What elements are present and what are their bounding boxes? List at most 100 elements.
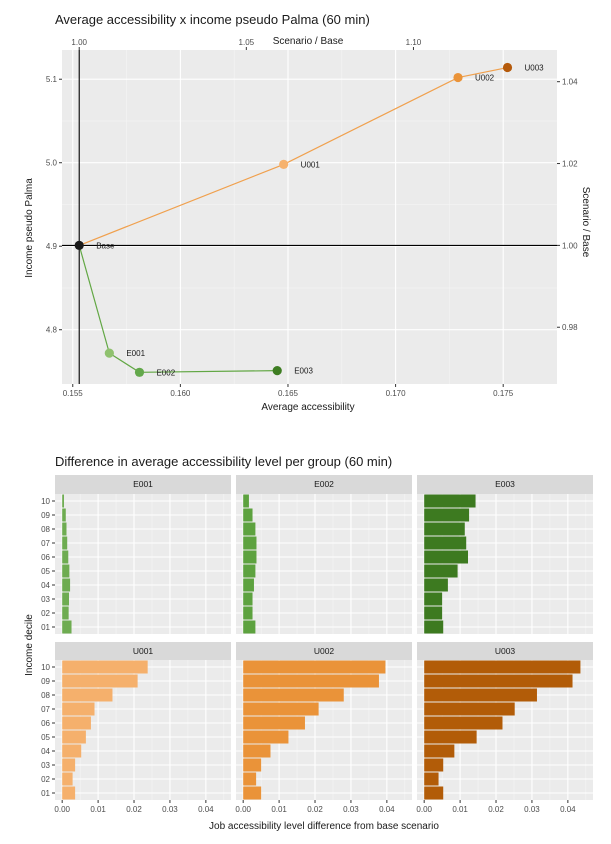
facet-strip-label: U001 xyxy=(133,646,154,656)
facet-x-tick-label: 0.01 xyxy=(271,805,287,814)
bar xyxy=(243,688,344,702)
facet-y-tick-label: 05 xyxy=(41,567,50,576)
facet-y-tick-label: 09 xyxy=(41,677,50,686)
facet-x-tick-label: 0.04 xyxy=(560,805,576,814)
bar xyxy=(62,606,69,620)
facet-strip xyxy=(55,475,231,494)
bar xyxy=(243,744,271,758)
bar xyxy=(62,494,64,508)
facet-strip-label: U002 xyxy=(314,646,335,656)
bar xyxy=(243,550,257,564)
y2-tick-label: 1.02 xyxy=(562,160,578,169)
point-label-u003: U003 xyxy=(525,64,545,73)
bar xyxy=(243,536,257,550)
bar xyxy=(62,688,113,702)
top-plot: 0.155 0.160 0.165 0.170 0.175 4.8 4.9 5.0 5.1 1.0… xyxy=(46,38,578,398)
bar xyxy=(62,660,148,674)
facet-plot: E001 01 02 03 04 05 06 07 08 09 10 E002 E003 U001 01 02… xyxy=(41,475,593,814)
x2-axis-title: Scenario / Base xyxy=(273,36,344,47)
bar xyxy=(424,702,515,716)
facet-y-tick-label: 07 xyxy=(41,539,50,548)
bar xyxy=(424,508,470,522)
facet-y-tick-label: 10 xyxy=(41,497,50,506)
bar xyxy=(424,758,444,772)
chart-title-bottom: Difference in average accessibility leve… xyxy=(55,454,392,469)
bar xyxy=(62,578,71,592)
facet-y-tick-label: 08 xyxy=(41,691,50,700)
facet-strip xyxy=(417,642,593,660)
bar xyxy=(424,578,448,592)
bar xyxy=(424,772,439,786)
bar xyxy=(62,730,86,744)
facet-x-tick-label: 0.00 xyxy=(416,805,432,814)
facet-strip-label: U003 xyxy=(495,646,516,656)
x2-tick-label: 1.00 xyxy=(71,38,87,47)
bar xyxy=(243,508,253,522)
facet-strip-label: E002 xyxy=(314,479,334,489)
facet-y-tick-label: 02 xyxy=(41,609,50,618)
facet-strip xyxy=(55,642,231,660)
bar xyxy=(424,592,443,606)
facet-panel xyxy=(236,494,412,634)
facet-x-tick-label: 0.01 xyxy=(452,805,468,814)
y-tick-label: 5.1 xyxy=(46,75,58,84)
y-tick-label: 4.8 xyxy=(46,326,58,335)
facet-y-tick-label: 10 xyxy=(41,663,50,672)
point-label-e001: E001 xyxy=(126,349,145,358)
series-line-1 xyxy=(78,245,278,373)
bar xyxy=(243,702,319,716)
bar xyxy=(424,660,581,674)
bar xyxy=(424,606,443,620)
y-tick-label: 4.9 xyxy=(46,242,58,251)
bar xyxy=(243,716,305,730)
facet-x-tick-label: 0.01 xyxy=(90,805,106,814)
point-u003 xyxy=(502,62,513,73)
bar xyxy=(62,620,72,634)
bar xyxy=(62,536,68,550)
facet-y-tick-label: 04 xyxy=(41,747,50,756)
bar xyxy=(243,606,253,620)
bar xyxy=(424,522,465,536)
facet-y-tick-label: 05 xyxy=(41,733,50,742)
bar xyxy=(243,494,249,508)
point-label-u002: U002 xyxy=(475,74,495,83)
point-label-base: Base xyxy=(96,241,115,250)
plot-panel xyxy=(62,50,557,384)
facet-y-tick-label: 06 xyxy=(41,719,50,728)
facet-strip-label: E003 xyxy=(495,479,515,489)
bar xyxy=(62,716,91,730)
facet-x-tick-label: 0.02 xyxy=(488,805,504,814)
facet-x-tick-label: 0.02 xyxy=(307,805,323,814)
facet-x-tick-label: 0.03 xyxy=(162,805,178,814)
series-line-2 xyxy=(78,66,508,246)
bar xyxy=(62,564,70,578)
point-label-u001: U001 xyxy=(301,160,321,169)
facet-x-tick-label: 0.00 xyxy=(235,805,251,814)
x2-tick-label: 1.10 xyxy=(406,38,422,47)
bar xyxy=(424,536,467,550)
point-e002 xyxy=(134,367,145,377)
facet-x-tick-label: 0.04 xyxy=(198,805,214,814)
bar xyxy=(62,508,66,522)
bar xyxy=(424,730,477,744)
facet-y-tick-label: 04 xyxy=(41,581,50,590)
chart-title-top: Average accessibility x income pseudo Pa… xyxy=(55,12,370,27)
bar xyxy=(62,772,73,786)
facet-y-tick-label: 08 xyxy=(41,525,50,534)
facet-y-tick-label: 03 xyxy=(41,595,50,604)
facet-y-axis-title: Income decile xyxy=(24,614,35,676)
x-axis-title: Average accessibility xyxy=(261,402,354,413)
facet-y-tick-label: 06 xyxy=(41,553,50,562)
bar xyxy=(62,744,82,758)
point-base xyxy=(74,240,84,250)
y-tick-label: 5.0 xyxy=(46,159,58,168)
y-axis-title: Income pseudo Palma xyxy=(24,178,35,278)
bar xyxy=(243,758,262,772)
facet-y-tick-label: 07 xyxy=(41,705,50,714)
y2-axis-title: Scenario / Base xyxy=(580,187,591,258)
bar xyxy=(424,716,503,730)
x2-tick-label: 1.05 xyxy=(239,38,255,47)
facet-y-tick-label: 02 xyxy=(41,775,50,784)
facet-strip xyxy=(417,475,593,494)
